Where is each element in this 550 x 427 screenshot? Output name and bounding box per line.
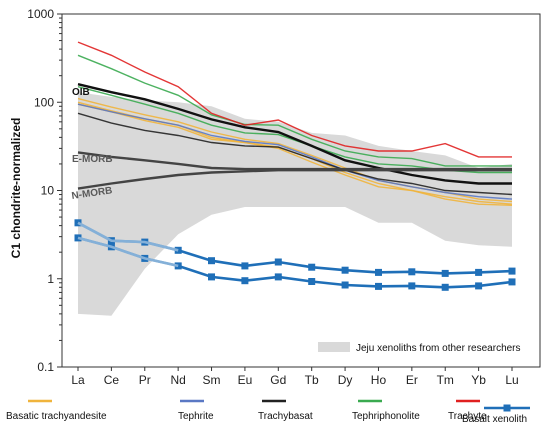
xenolith-fade-overlay — [77, 236, 179, 268]
xenolith-point — [174, 262, 182, 270]
xenolith-point — [508, 267, 516, 275]
xenolith-point — [141, 254, 149, 262]
xenolith-point — [274, 258, 282, 266]
y-tick-label: 1 — [47, 272, 54, 286]
x-tick-label: Lu — [505, 373, 518, 387]
legend-label: Trachybasat — [258, 411, 313, 422]
marker-layer — [74, 219, 516, 291]
xenolith-point — [274, 273, 282, 281]
x-tick-label: Nd — [170, 373, 185, 387]
x-tick-label: Gd — [270, 373, 286, 387]
x-tick-label: Sm — [203, 373, 221, 387]
xenolith-point — [74, 234, 82, 242]
x-tick-label: Dy — [338, 373, 353, 387]
legend: Basatic trachyandesite Tephrite Trachybasa… — [6, 399, 530, 425]
legend-label: Tephrite — [178, 411, 214, 422]
y-axis-title: C1 chondrite-normalized — [9, 118, 23, 259]
xenolith-point — [74, 219, 82, 227]
x-tick-label: Ho — [371, 373, 387, 387]
series-line-2-0 — [77, 112, 513, 196]
x-tick-label: Pr — [139, 373, 151, 387]
y-tick-label: 1000 — [27, 7, 54, 21]
xenolith-point — [408, 268, 416, 276]
y-tick-label: 10 — [41, 184, 55, 198]
xenolith-point — [241, 262, 249, 270]
jeju-xenolith-range-area — [78, 92, 512, 316]
xenolith-point — [308, 278, 316, 285]
xenolith-point — [308, 263, 316, 271]
x-tick-label: Eu — [238, 373, 253, 387]
xenolith-point — [241, 277, 249, 285]
y-tick-label: 100 — [34, 95, 54, 109]
x-tick-label: Yb — [471, 373, 486, 387]
legend-label: Basatic trachyandesite — [6, 411, 107, 422]
x-tick-label: Tb — [305, 373, 319, 387]
xenolith-point — [375, 268, 382, 276]
x-axis: La Ce Pr Nd Sm Eu Gd Tb Dy Ho Er Tm Yb Lu — [71, 367, 519, 387]
xenolith-fade-overlay — [77, 221, 179, 252]
xenolith-point — [375, 282, 382, 290]
xenolith-point — [208, 273, 215, 281]
x-tick-label: Tm — [437, 373, 454, 387]
legend-marker — [503, 404, 511, 412]
series-line-5-0 — [77, 221, 513, 275]
y-axis: 0.1 1 10 100 1000 — [27, 7, 62, 374]
y-tick-label: 0.1 — [37, 360, 54, 374]
shaded-range-legend-swatch — [318, 342, 350, 352]
shaded-range-layer — [78, 92, 512, 316]
legend-label: Trachyte — [448, 411, 487, 422]
series-line-3-0 — [77, 54, 512, 167]
xenolith-point — [174, 246, 182, 254]
series-lines-layer — [77, 41, 513, 289]
x-tick-label: Ce — [104, 373, 120, 387]
xenolith-point — [475, 268, 483, 276]
reference-line-oib — [77, 83, 512, 185]
xenolith-point — [107, 237, 115, 245]
xenolith-point — [408, 282, 416, 290]
xenolith-point — [508, 278, 516, 286]
xenolith-point — [107, 243, 115, 251]
legend-label: Basalt xenolith — [462, 414, 527, 425]
annotation-e-morb: E-MORB — [72, 154, 113, 165]
series-line-1-0 — [77, 103, 513, 200]
shaded-range-legend-label: Jeju xenoliths from other researchers — [356, 343, 521, 354]
xenolith-point — [341, 266, 349, 274]
shaded-range-legend: Jeju xenoliths from other researchers — [318, 342, 521, 354]
xenolith-point — [341, 281, 349, 289]
legend-label: Tephriphonolite — [352, 411, 420, 422]
x-tick-label: La — [71, 373, 85, 387]
series-line-5-1 — [77, 236, 513, 289]
annotation-oib: OIB — [72, 87, 90, 98]
xenolith-point — [475, 282, 483, 290]
x-tick-label: Er — [406, 373, 418, 387]
xenolith-point — [441, 269, 449, 277]
xenolith-point — [441, 283, 449, 291]
xenolith-point — [208, 257, 215, 265]
reference-lines-layer — [77, 83, 512, 190]
series-line-4-0 — [77, 41, 512, 158]
reference-line-n-morb — [77, 168, 512, 190]
series-line-0-2 — [77, 103, 513, 206]
xenolith-point — [141, 238, 149, 246]
